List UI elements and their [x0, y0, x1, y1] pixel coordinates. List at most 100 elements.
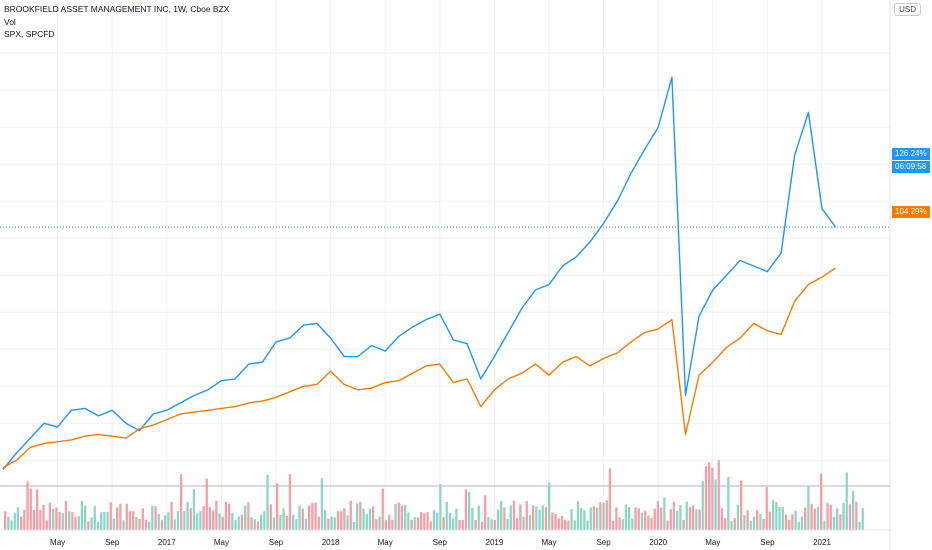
volume-bar: [87, 521, 90, 530]
axes: May Sep 2017 May Sep 2018 May Sep 2019 May Sep 2020…: [0, 0, 891, 550]
volume-bar: [340, 511, 343, 530]
legend-compare-symbol[interactable]: SPX, SPCFD: [4, 29, 55, 39]
legend-volume[interactable]: Vol: [4, 16, 16, 27]
volume-bar: [480, 521, 484, 530]
volume-bar: [109, 502, 112, 530]
volume-bar: [352, 521, 356, 530]
volume-bar: [791, 514, 794, 530]
volume-bar: [276, 483, 279, 530]
series-line-bam: [2, 76, 837, 470]
volume-bar: [4, 511, 7, 530]
volume-bar: [650, 518, 653, 530]
volume-bar: [192, 489, 196, 530]
volume-bar: [189, 508, 192, 530]
volume-bar: [173, 519, 176, 530]
volume-bar: [519, 504, 522, 530]
x-tick-label: May: [705, 538, 720, 547]
volume-bar: [804, 507, 807, 530]
volume-bar: [775, 501, 778, 530]
volume-bar: [583, 510, 586, 530]
volume-bar: [554, 514, 557, 530]
volume-bar: [637, 508, 640, 530]
volume-bar: [845, 472, 848, 530]
volume-bar: [484, 495, 487, 530]
volume-bar: [266, 474, 269, 530]
volume-bar: [336, 511, 340, 530]
volume-bar: [855, 501, 858, 530]
volume-bar: [157, 514, 160, 530]
volume-bar: [122, 520, 125, 530]
volume-bar: [647, 515, 650, 530]
volume-bar: [474, 519, 477, 530]
volume-bar: [848, 504, 852, 530]
currency-button[interactable]: USD: [894, 3, 921, 16]
volume-bar: [740, 480, 743, 530]
volume-bar: [842, 502, 845, 530]
volume-bar: [676, 510, 679, 530]
volume-bar: [42, 504, 45, 530]
volume-bar: [772, 500, 775, 530]
volume-bar: [416, 517, 420, 530]
volume-bar: [36, 489, 39, 530]
volume-bar: [820, 473, 823, 530]
volume-bar: [711, 467, 714, 530]
x-tick-label: Sep: [105, 538, 120, 547]
volume-bar: [320, 478, 324, 530]
volume-bar: [548, 482, 551, 530]
volume-bar: [496, 509, 500, 530]
volume-bar: [624, 504, 628, 530]
volume-bar: [263, 511, 266, 530]
volume-bar: [509, 505, 512, 530]
volume-bar: [628, 507, 631, 530]
volume-bar: [356, 503, 359, 530]
volume-bar: [327, 518, 330, 530]
volume-bar: [180, 474, 183, 530]
volume-bar: [448, 512, 452, 530]
volume-bar: [55, 507, 58, 530]
volume-bar: [442, 516, 445, 530]
volume-bar: [436, 512, 439, 530]
volume-bar: [503, 507, 506, 530]
volume-bar: [560, 515, 564, 530]
volume-bar: [282, 508, 285, 530]
volume-bar: [135, 516, 138, 530]
x-tick-label: Sep: [269, 538, 284, 547]
volume-bar: [576, 501, 580, 530]
volume-bar: [471, 508, 474, 530]
volume-bar: [71, 512, 74, 530]
volume-bar: [279, 514, 282, 530]
volume-bar: [359, 501, 362, 530]
volume-bar: [564, 519, 567, 530]
volume-bar: [525, 501, 528, 530]
volume-bar: [13, 512, 16, 530]
volume-bar: [768, 511, 772, 530]
volume-bar: [692, 505, 695, 530]
volume-bar: [426, 512, 429, 530]
volume-bar: [666, 520, 669, 530]
volume-bar: [506, 519, 509, 530]
volume-bar: [160, 520, 164, 530]
volume-bar: [452, 518, 455, 530]
volume-bar: [695, 509, 698, 530]
x-tick-label: Sep: [596, 538, 611, 547]
volume-bar: [813, 508, 816, 530]
volume-bar: [445, 502, 448, 530]
volume-bar: [698, 509, 701, 530]
price-tag-bam: 126.24%: [892, 148, 930, 160]
volume-bar: [231, 512, 234, 530]
volume-bar: [724, 518, 727, 530]
volume-bar: [413, 517, 416, 530]
volume-bar: [810, 503, 813, 530]
volume-bar: [727, 476, 730, 530]
volume-bar: [746, 510, 749, 530]
volume-bar: [218, 513, 221, 530]
volume-bar: [765, 487, 768, 530]
volume-bar: [400, 505, 404, 530]
volume-bar: [832, 517, 836, 530]
volume-bar: [756, 510, 759, 530]
volume-bar: [781, 507, 784, 530]
volume-bar: [144, 519, 148, 530]
volume-bar: [106, 511, 109, 530]
volume-bar: [45, 520, 48, 530]
volume-bar: [269, 504, 272, 530]
